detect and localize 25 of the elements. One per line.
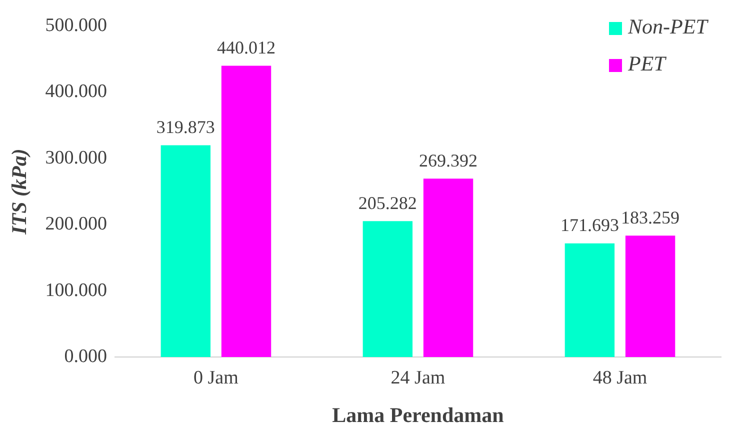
data-label: 269.392 [419,150,478,170]
x-tick-label: 0 Jam [194,367,239,388]
bar [625,236,676,357]
data-label: 440.012 [217,37,276,58]
x-axis-title: Lama Perendaman [332,402,504,427]
data-label: 183.259 [621,207,680,228]
legend-label: Non-PET [627,14,709,39]
data-label: 319.873 [156,116,215,137]
legend-label: PET [627,52,667,76]
x-tick-label: 24 Jam [390,367,446,388]
y-tick-label: 200.000 [45,214,107,235]
y-tick-label: 400.000 [45,81,107,102]
y-tick-label: 100.000 [45,280,107,301]
y-tick-label: 300.000 [45,147,107,168]
y-axis-title: ITS (kPa) [7,148,32,236]
bar [160,145,211,357]
data-label: 171.693 [560,215,619,236]
bar [221,66,272,357]
x-tick-label: 48 Jam [592,367,648,388]
bar [423,178,474,357]
y-tick-label: 500.000 [45,14,107,36]
bar [564,243,615,357]
y-tick-label: 0.000 [64,346,107,367]
data-label: 205.282 [358,192,417,213]
bar [362,221,413,357]
